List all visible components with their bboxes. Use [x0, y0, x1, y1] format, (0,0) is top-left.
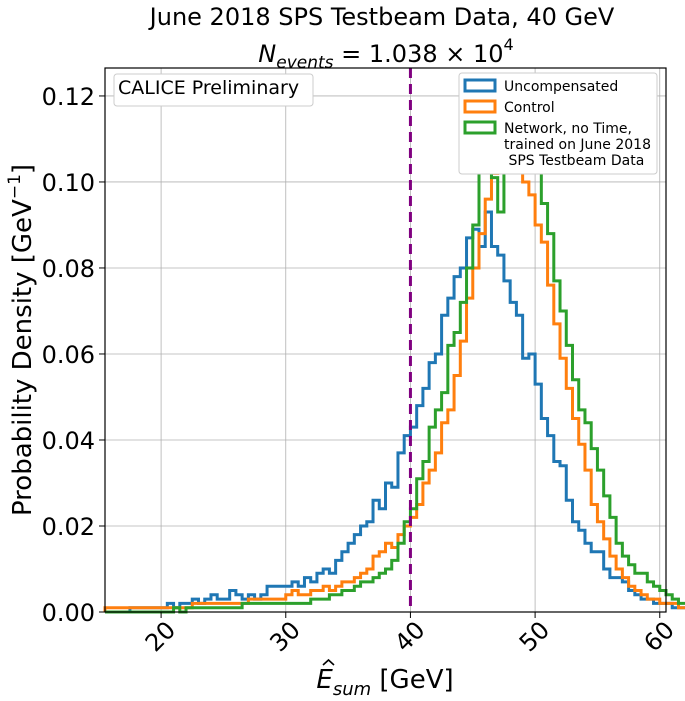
legend: Uncompensated Control Network, no Time, tra…	[458, 72, 658, 175]
y-tick-label-3: 0.06	[42, 341, 95, 369]
subtitle-symbol: N	[258, 40, 276, 68]
y-tick-label-2: 0.04	[42, 427, 95, 455]
plot-frame	[104, 67, 667, 613]
y-tick-label-0: 0.00	[42, 599, 95, 627]
subtitle-exp: 4	[504, 35, 514, 54]
legend-swatch-0	[463, 78, 497, 93]
legend-swatch-2	[463, 120, 497, 135]
xlabel-unit: [GeV]	[371, 665, 453, 695]
xlabel-hat	[322, 658, 335, 666]
x-axis-label: Esum [GeV]	[316, 665, 453, 700]
xlabel-sub: sum	[333, 679, 371, 700]
y-tick-label-1: 0.02	[42, 513, 95, 541]
legend-swatch-1	[463, 99, 497, 114]
x-tick-label-1: 30	[264, 616, 305, 657]
ylabel-exp: −1	[5, 174, 25, 199]
x-tick-label-0: 20	[140, 616, 181, 657]
annotation-text: CALICE Preliminary	[118, 77, 299, 99]
chart-subtitle: Nevents = 1.038 × 104	[258, 35, 513, 73]
legend-label-0: Uncompensated	[504, 79, 618, 95]
y-axis-label: Probability Density [GeV−1]	[5, 164, 38, 516]
x-tick-label-3: 50	[514, 616, 555, 657]
y-tick-label-4: 0.08	[42, 255, 95, 283]
y-tick-label-6: 0.12	[42, 83, 95, 111]
xlabel-symbol: E	[316, 665, 333, 695]
x-tick-label-2: 40	[389, 616, 430, 657]
chart-title: June 2018 SPS Testbeam Data, 40 GeV	[148, 3, 615, 31]
subtitle-value: = 1.038 × 10	[334, 40, 504, 68]
x-tick-label-4: 60	[638, 616, 679, 657]
legend-label-2: Network, no Time, trained on June 2018 SP…	[504, 121, 651, 169]
series-1-histogram	[103, 137, 685, 612]
legend-label-1: Control	[504, 100, 555, 116]
ylabel-main: Probability Density [GeV	[8, 199, 38, 516]
calice-annotation: CALICE Preliminary	[113, 73, 314, 107]
y-tick-label-5: 0.10	[42, 169, 95, 197]
ylabel-close: ]	[8, 164, 38, 174]
